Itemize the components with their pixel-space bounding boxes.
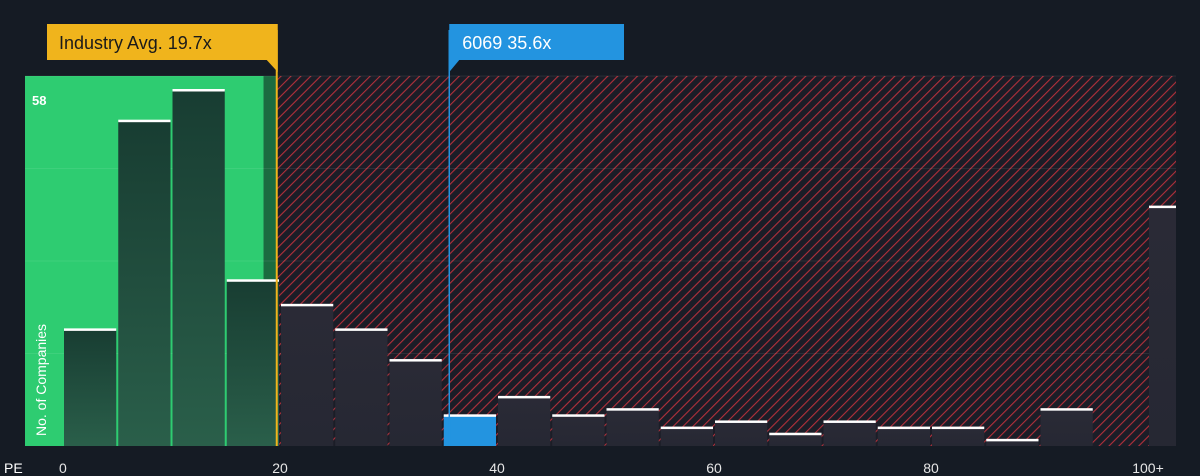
histogram-bar-cap <box>281 303 334 307</box>
x-tick-label: 40 <box>489 460 505 476</box>
histogram-bar <box>552 415 605 446</box>
company-pe-box <box>449 24 624 60</box>
company-pe-pointer <box>449 60 460 72</box>
histogram-bar <box>172 90 225 446</box>
histogram-bar <box>498 396 551 446</box>
histogram-bar <box>389 360 442 446</box>
industry-average-callout: Industry Avg. 19.7x <box>47 24 278 72</box>
y-max-label: 58 <box>32 93 46 108</box>
histogram-bar <box>715 421 768 446</box>
histogram-bar-cap <box>606 408 659 411</box>
histogram-bar <box>986 439 1039 446</box>
histogram-bar-cap <box>172 89 225 92</box>
industry-average-box <box>47 24 278 60</box>
y-axis-label: No. of Companies <box>33 324 49 436</box>
histogram-bar <box>823 421 876 446</box>
histogram-bar-cap <box>118 119 171 123</box>
histogram-bar <box>660 427 713 446</box>
company-pe-callout: 6069 35.6x <box>449 24 624 72</box>
histogram-bar-cap <box>823 420 876 423</box>
x-tick-label: 60 <box>706 460 722 476</box>
histogram-bar-cap <box>715 420 768 423</box>
x-tick-label: 80 <box>923 460 939 476</box>
histogram-bar-cap <box>769 432 822 436</box>
histogram-bar <box>64 329 117 446</box>
histogram-bar-cap <box>660 426 713 430</box>
x-tick-label: 20 <box>272 460 288 476</box>
value-markers <box>275 30 451 446</box>
histogram-bar-cap <box>986 438 1039 442</box>
histogram-bar <box>769 433 822 446</box>
histogram-bar <box>1040 409 1093 446</box>
histogram-bar <box>443 415 496 446</box>
company-pe-label: 6069 35.6x <box>462 33 551 53</box>
histogram-bar-cap <box>335 328 388 331</box>
histogram-bar-cap <box>498 395 551 399</box>
histogram-bar-cap <box>389 359 442 362</box>
industry-average-pointer <box>266 60 278 72</box>
histogram-bar-cap <box>932 426 985 430</box>
histogram-bar-cap <box>877 426 930 430</box>
histogram-bar <box>877 427 930 446</box>
x-tick-label: 0 <box>59 460 67 476</box>
histogram-bar-cap <box>1149 205 1176 209</box>
x-axis-name: PE <box>4 460 23 476</box>
x-axis: PE 0 20 40 60 80 100+ <box>4 460 1164 476</box>
x-tick-label: 100+ <box>1132 460 1164 476</box>
histogram-bar-cap <box>1040 408 1093 411</box>
histogram-bars <box>64 89 1176 447</box>
histogram-bar <box>932 427 985 446</box>
histogram-bar <box>1149 206 1176 446</box>
histogram-bar <box>606 409 659 446</box>
histogram-bar-cap <box>226 279 279 282</box>
histogram-bar <box>335 329 388 446</box>
industry-average-label: Industry Avg. 19.7x <box>59 33 212 53</box>
histogram-bar <box>281 304 334 446</box>
histogram-bar-cap <box>64 328 117 331</box>
histogram-bar <box>118 120 171 447</box>
histogram-bar-cap <box>443 414 496 417</box>
histogram-bar-cap <box>552 414 605 417</box>
histogram-bar <box>226 280 279 446</box>
